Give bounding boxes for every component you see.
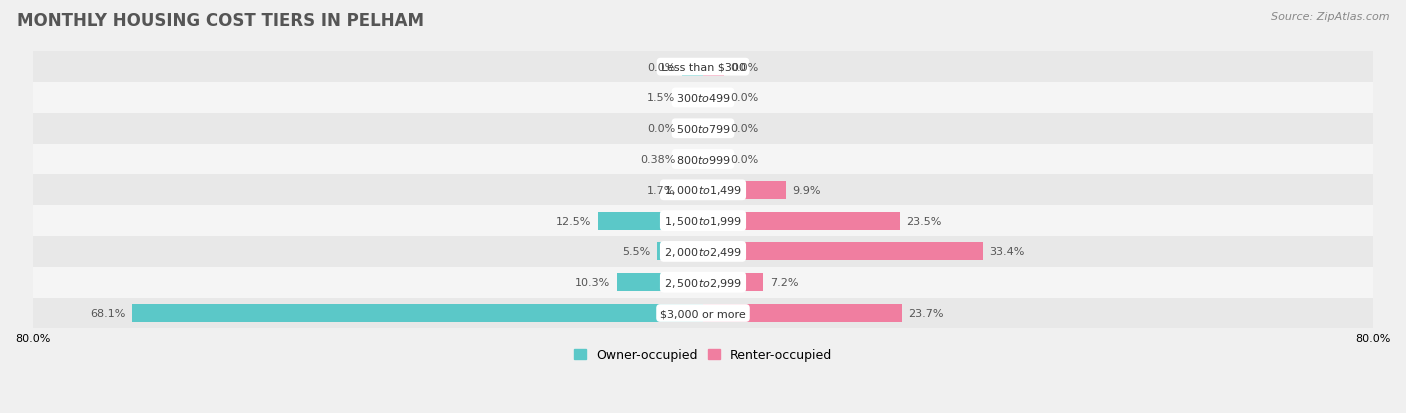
Text: MONTHLY HOUSING COST TIERS IN PELHAM: MONTHLY HOUSING COST TIERS IN PELHAM bbox=[17, 12, 423, 30]
Text: $1,500 to $1,999: $1,500 to $1,999 bbox=[664, 215, 742, 228]
Text: 0.0%: 0.0% bbox=[731, 93, 759, 103]
Text: 0.0%: 0.0% bbox=[647, 62, 675, 72]
Text: 0.0%: 0.0% bbox=[647, 124, 675, 134]
Text: 68.1%: 68.1% bbox=[90, 308, 125, 318]
Text: 23.5%: 23.5% bbox=[907, 216, 942, 226]
Bar bbox=[703, 181, 786, 199]
Bar bbox=[703, 243, 983, 261]
Bar bbox=[32, 52, 1374, 83]
Text: 9.9%: 9.9% bbox=[793, 185, 821, 195]
Text: $2,500 to $2,999: $2,500 to $2,999 bbox=[664, 276, 742, 289]
Text: $800 to $999: $800 to $999 bbox=[675, 154, 731, 166]
Text: Source: ZipAtlas.com: Source: ZipAtlas.com bbox=[1271, 12, 1389, 22]
Text: $2,000 to $2,499: $2,000 to $2,499 bbox=[664, 245, 742, 258]
Text: $300 to $499: $300 to $499 bbox=[675, 92, 731, 104]
Bar bbox=[32, 237, 1374, 267]
Bar bbox=[703, 304, 901, 322]
Bar bbox=[682, 151, 703, 169]
Text: 5.5%: 5.5% bbox=[621, 247, 650, 257]
Bar bbox=[599, 212, 703, 230]
Text: 33.4%: 33.4% bbox=[990, 247, 1025, 257]
Bar bbox=[132, 304, 703, 322]
Text: 23.7%: 23.7% bbox=[908, 308, 943, 318]
Text: 12.5%: 12.5% bbox=[557, 216, 592, 226]
Text: Less than $300: Less than $300 bbox=[661, 62, 745, 72]
Bar bbox=[32, 206, 1374, 237]
Text: 0.0%: 0.0% bbox=[731, 124, 759, 134]
Bar bbox=[703, 89, 724, 107]
Text: $3,000 or more: $3,000 or more bbox=[661, 308, 745, 318]
Bar bbox=[32, 175, 1374, 206]
Text: $500 to $799: $500 to $799 bbox=[675, 123, 731, 135]
Text: 7.2%: 7.2% bbox=[770, 278, 799, 287]
Bar bbox=[32, 83, 1374, 114]
Bar bbox=[703, 151, 724, 169]
Bar bbox=[657, 243, 703, 261]
Bar bbox=[32, 114, 1374, 144]
Text: 1.5%: 1.5% bbox=[647, 93, 675, 103]
Bar bbox=[682, 89, 703, 107]
Bar bbox=[682, 59, 703, 76]
Bar bbox=[703, 59, 724, 76]
Bar bbox=[682, 120, 703, 138]
Text: 10.3%: 10.3% bbox=[575, 278, 610, 287]
Bar bbox=[32, 298, 1374, 329]
Text: 0.38%: 0.38% bbox=[640, 154, 675, 165]
Text: $1,000 to $1,499: $1,000 to $1,499 bbox=[664, 184, 742, 197]
Bar bbox=[32, 267, 1374, 298]
Bar bbox=[703, 212, 900, 230]
Text: 0.0%: 0.0% bbox=[731, 154, 759, 165]
Bar bbox=[703, 120, 724, 138]
Bar bbox=[703, 274, 763, 292]
Text: 1.7%: 1.7% bbox=[647, 185, 675, 195]
Legend: Owner-occupied, Renter-occupied: Owner-occupied, Renter-occupied bbox=[568, 344, 838, 367]
Bar bbox=[617, 274, 703, 292]
Text: 0.0%: 0.0% bbox=[731, 62, 759, 72]
Bar bbox=[32, 144, 1374, 175]
Bar bbox=[682, 181, 703, 199]
